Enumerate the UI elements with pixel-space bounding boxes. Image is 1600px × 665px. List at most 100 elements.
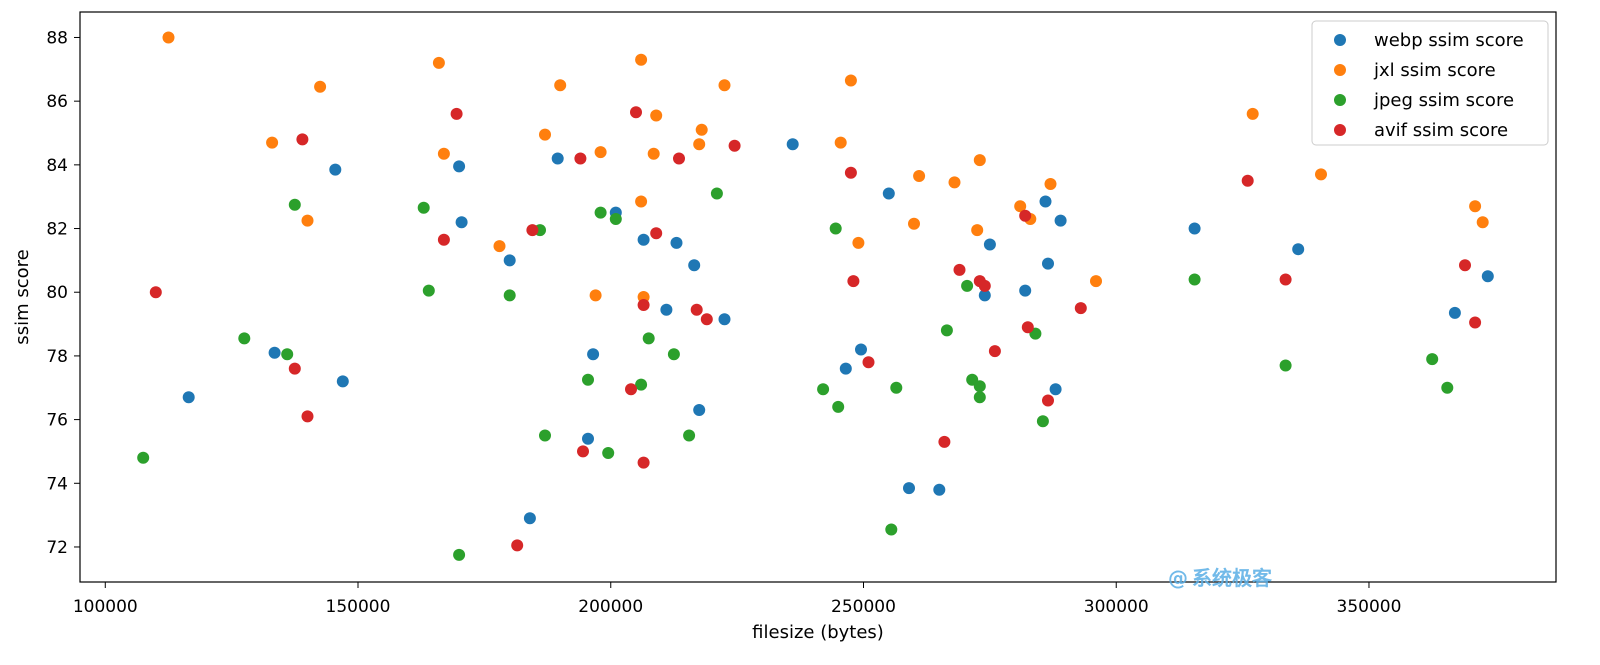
point-webp-21 <box>882 187 895 200</box>
point-webp-14 <box>670 236 683 249</box>
point-avif-4 <box>437 233 450 246</box>
legend: webp ssim score jxl ssim score jpeg ssim s… <box>1311 20 1549 146</box>
point-webp-25 <box>983 238 996 251</box>
point-webp-30 <box>1054 214 1067 227</box>
point-jpeg-9 <box>539 429 551 442</box>
point-webp-28 <box>1042 257 1054 270</box>
point-jxl-16 <box>693 138 706 151</box>
point-webp-27 <box>1039 195 1052 208</box>
point-webp-33 <box>1448 306 1461 319</box>
point-jpeg-10 <box>582 373 594 386</box>
at-sign-icon: @ <box>1168 566 1188 590</box>
point-avif-21 <box>862 356 875 369</box>
point-jxl-8 <box>554 79 567 92</box>
point-webp-34 <box>1481 270 1494 283</box>
point-jxl-19 <box>834 136 847 149</box>
point-avif-14 <box>650 227 663 240</box>
point-avif-6 <box>511 539 524 552</box>
legend-marker <box>1334 124 1346 136</box>
x-axis-label: filesize (bytes) <box>752 622 884 643</box>
y-tick-label: 84 <box>46 156 68 176</box>
y-tick-label: 72 <box>46 538 68 558</box>
point-jpeg-6 <box>453 548 466 561</box>
point-avif-17 <box>700 313 713 326</box>
point-webp-4 <box>453 160 466 173</box>
point-avif-22 <box>938 435 951 448</box>
watermark-text: 系统极客 <box>1192 566 1273 590</box>
point-jpeg-33 <box>1426 353 1439 366</box>
point-jpeg-22 <box>885 523 898 536</box>
point-jxl-33 <box>1469 200 1482 213</box>
point-jxl-32 <box>1315 168 1327 181</box>
y-tick-label: 74 <box>46 474 68 494</box>
point-jpeg-16 <box>667 348 680 361</box>
point-jxl-20 <box>844 74 857 87</box>
point-avif-33 <box>1459 259 1471 272</box>
point-jxl-2 <box>301 214 314 227</box>
point-jpeg-13 <box>609 213 622 225</box>
point-jxl-26 <box>973 154 986 167</box>
point-avif-32 <box>1279 273 1292 286</box>
point-jxl-14 <box>647 147 660 160</box>
point-jxl-10 <box>594 146 607 159</box>
point-jxl-30 <box>1090 275 1102 288</box>
point-jxl-22 <box>908 217 920 230</box>
point-jpeg-5 <box>422 284 435 297</box>
point-jxl-23 <box>913 170 926 182</box>
point-jpeg-31 <box>1188 273 1201 286</box>
point-jxl-17 <box>695 123 708 136</box>
point-webp-6 <box>503 254 516 267</box>
point-webp-12 <box>637 233 650 246</box>
point-jxl-6 <box>493 240 506 253</box>
point-jxl-29 <box>1044 178 1057 190</box>
point-avif-15 <box>673 152 685 165</box>
point-jpeg-7 <box>503 289 516 302</box>
point-jxl-24 <box>948 176 961 189</box>
point-jpeg-21 <box>832 400 845 413</box>
point-webp-20 <box>855 343 867 356</box>
point-webp-18 <box>786 138 799 151</box>
point-avif-19 <box>844 166 857 179</box>
point-jpeg-4 <box>417 201 430 214</box>
point-webp-8 <box>551 152 564 165</box>
point-jxl-34 <box>1476 216 1489 229</box>
point-jxl-21 <box>852 236 865 249</box>
point-jpeg-28 <box>973 391 986 404</box>
point-avif-28 <box>1021 321 1034 334</box>
point-jpeg-25 <box>961 279 974 292</box>
x-tick-label: 100000 <box>73 597 138 617</box>
point-jpeg-2 <box>281 348 294 361</box>
point-jxl-4 <box>432 56 445 69</box>
legend-label: webp ssim score <box>1374 30 1524 51</box>
point-jxl-5 <box>437 147 450 160</box>
point-jxl-0 <box>162 31 175 44</box>
point-jpeg-34 <box>1441 381 1454 394</box>
legend-label: avif ssim score <box>1374 120 1508 141</box>
point-avif-9 <box>577 445 589 458</box>
point-jpeg-3 <box>288 198 301 211</box>
legend-marker <box>1334 64 1346 76</box>
point-jxl-27 <box>1014 200 1027 213</box>
x-tick-label: 350000 <box>1337 597 1402 617</box>
x-tick-label: 250000 <box>831 597 896 617</box>
point-webp-0 <box>182 391 195 404</box>
point-avif-34 <box>1469 316 1482 329</box>
point-webp-5 <box>455 216 468 229</box>
point-avif-20 <box>847 275 860 288</box>
point-jpeg-12 <box>602 447 615 459</box>
y-tick-label: 82 <box>46 220 68 240</box>
point-jpeg-20 <box>829 222 842 235</box>
point-webp-19 <box>839 362 852 375</box>
point-avif-1 <box>288 362 301 375</box>
point-webp-2 <box>329 163 342 176</box>
point-avif-26 <box>988 345 1001 358</box>
point-jpeg-18 <box>710 187 723 200</box>
point-avif-16 <box>690 303 703 316</box>
point-jxl-9 <box>589 289 602 302</box>
y-tick-label: 86 <box>46 92 68 112</box>
point-webp-32 <box>1292 243 1305 256</box>
point-avif-13 <box>637 456 650 469</box>
point-webp-22 <box>903 482 915 495</box>
point-avif-11 <box>630 106 642 119</box>
